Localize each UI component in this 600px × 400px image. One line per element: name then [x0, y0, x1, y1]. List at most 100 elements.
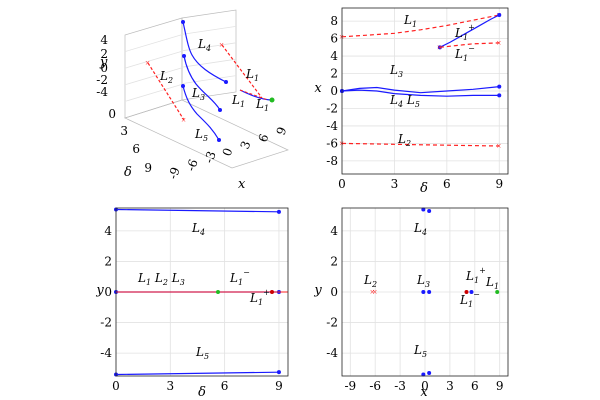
svg-text:L1+: L1+	[249, 288, 270, 307]
svg-text:0: 0	[100, 61, 108, 75]
tick-label-y: 0	[330, 285, 338, 299]
curve-L1	[221, 44, 263, 99]
frame-tr	[341, 7, 509, 175]
svg-text:L3: L3	[416, 273, 430, 289]
series-marker	[276, 370, 281, 375]
grid-line	[181, 75, 237, 84]
tick-label-x: 9	[496, 379, 504, 393]
series-line	[115, 208, 279, 213]
series-marker: ×	[496, 38, 501, 48]
axis-label-bl-x: δ	[198, 385, 206, 400]
labels-br: L4 L2 L3 L1+ L1 L1− L5	[363, 221, 499, 359]
tick-label-x: 9	[495, 177, 503, 191]
svg-text:×: ×	[145, 58, 150, 68]
tick-label-x: 0	[112, 379, 120, 393]
data-point: ×	[370, 287, 375, 297]
tick-label-y: 0	[104, 285, 112, 299]
series-line	[341, 14, 500, 38]
grid-line	[124, 67, 183, 86]
svg-text:L3: L3	[389, 63, 403, 79]
svg-text:L1−: L1−	[454, 44, 475, 63]
tick-label-y: 4	[104, 224, 112, 238]
series-line	[115, 371, 279, 376]
tick-label-y: 2	[104, 254, 112, 268]
tick-label-y: -4	[326, 346, 338, 360]
svg-text:L1−: L1−	[459, 290, 480, 309]
tick-label-x: 3	[446, 379, 454, 393]
svg-text:×: ×	[219, 40, 224, 50]
svg-text:L1 L2 L3: L1 L2 L3	[137, 271, 185, 287]
tick-label-y: 6	[330, 32, 338, 46]
svg-text:4: 4	[100, 33, 108, 47]
tick-label-y: -6	[326, 136, 338, 150]
series-line	[439, 14, 500, 48]
series-marker	[276, 209, 281, 214]
data-point	[427, 370, 432, 375]
marker-L1	[270, 290, 274, 294]
series-marker	[497, 93, 502, 98]
data-point	[469, 290, 474, 294]
tick-label-x: 6	[221, 379, 229, 393]
svg-text:L4: L4	[191, 221, 205, 237]
svg-text:0: 0	[108, 107, 116, 121]
svg-text:L1+: L1+	[454, 23, 475, 42]
svg-text:0: 0	[220, 146, 236, 158]
plot-y-delta: 0 3 6 9 4 2 0 -2 -4 y δ L4 L1 L2 L3 L1− L1+ L5	[95, 207, 289, 400]
series-marker: ×	[339, 138, 344, 148]
tick-label-y: -8	[326, 154, 338, 168]
plot-3d: × × × L4 L2 L3 L5 L1 L1 L1 4 2 0 -2 -4 0…	[96, 9, 290, 192]
svg-text:-2: -2	[96, 73, 108, 87]
series-line	[341, 142, 500, 147]
series-line	[341, 86, 500, 94]
tick-label-y: 0	[330, 84, 338, 98]
svg-text:L4: L4	[197, 37, 211, 53]
tick-label-y: -4	[326, 119, 338, 133]
series-marker	[437, 45, 442, 50]
svg-text:9: 9	[144, 161, 152, 175]
tick-label-y: 4	[330, 49, 338, 63]
tick-label-x: 3	[166, 379, 174, 393]
data-point	[464, 290, 469, 294]
data-point	[427, 290, 432, 294]
series-marker: ×	[437, 42, 442, 52]
grid-line	[181, 58, 237, 68]
axis-label-br-x: x	[420, 385, 428, 400]
svg-text:L4 L5: L4 L5	[389, 93, 420, 109]
data-point	[427, 209, 432, 214]
svg-text:L1+: L1+	[465, 266, 486, 285]
svg-text:3: 3	[120, 124, 128, 138]
tick-label-x: -9	[344, 379, 356, 393]
tick-label-y: -2	[326, 101, 338, 115]
curve-L2	[147, 62, 185, 121]
svg-text:9: 9	[274, 125, 290, 137]
axis-label-3d-y: y	[99, 55, 108, 70]
tick-label-x: 6	[443, 177, 451, 191]
grid-3d	[124, 26, 237, 102]
tick-label-y: 8	[330, 14, 338, 28]
tick-label-x: 0	[421, 379, 429, 393]
tick-label-y: 4	[330, 224, 338, 238]
svg-text:6: 6	[132, 142, 140, 156]
labels-tr: L1 L1+ L1− L3 L4 L5 L2	[389, 13, 475, 148]
grid-line	[181, 42, 237, 52]
tick-label-x: 0	[338, 177, 346, 191]
ticks-3d-y: 4 2 0 -2 -4	[96, 33, 108, 99]
axis-label-tr-x: δ	[420, 181, 428, 196]
curve-L5	[182, 85, 220, 141]
data-point	[421, 290, 426, 294]
tick-label-y: 2	[330, 254, 338, 268]
tick-label-x: 3	[391, 177, 399, 191]
tick-label-x: -3	[394, 379, 406, 393]
curve-L4	[182, 21, 227, 83]
curve-markers-3d: × × ×	[145, 20, 275, 142]
marker-L1-minus	[216, 290, 220, 294]
svg-text:L2: L2	[397, 132, 411, 148]
series-marker	[497, 84, 502, 89]
tick-label-y: -4	[100, 346, 112, 360]
grid-line	[124, 50, 183, 69]
series-line	[439, 42, 500, 48]
svg-text:L1: L1	[231, 93, 245, 109]
frame-bl	[115, 207, 289, 377]
series-marker	[497, 12, 502, 17]
